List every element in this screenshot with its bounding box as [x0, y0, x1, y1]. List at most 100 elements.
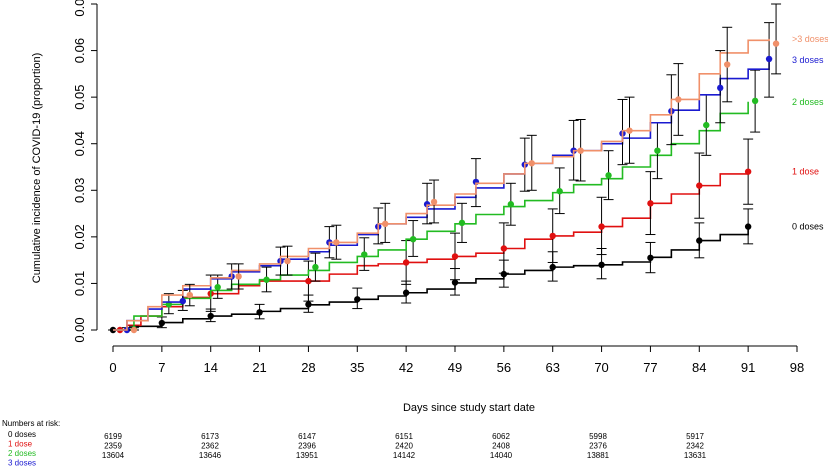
data-point [549, 232, 556, 240]
data-point [772, 40, 780, 47]
x-axis-label: Days since study start date [403, 402, 535, 414]
data-point [430, 198, 438, 206]
x-tick-label: 77 [643, 360, 657, 375]
data-point [556, 188, 563, 195]
risk-table: Numbers at risk: 0 doses 6199 6173 6147 6151… [2, 419, 707, 468]
y-tick-label: 0.00 [72, 317, 87, 342]
data-point [751, 97, 759, 105]
data-point [179, 297, 186, 305]
y-tick-label: 0.07 [72, 0, 87, 17]
series-3-doses [113, 22, 775, 334]
risk-cell: 13951 [296, 451, 319, 460]
data-point [724, 61, 731, 68]
risk-row-label: 0 doses [8, 430, 36, 439]
data-point [605, 172, 612, 179]
risk-cell: 14040 [490, 451, 513, 460]
data-point [696, 237, 703, 244]
y-tick-label: 0.04 [72, 131, 87, 156]
series-label: 3 doses [792, 55, 824, 65]
data-point [382, 220, 389, 228]
risk-cell: 2408 [492, 442, 510, 451]
data-point [207, 312, 214, 320]
data-point [500, 245, 508, 252]
data-point [577, 147, 584, 154]
x-tick-label: 70 [594, 360, 608, 375]
data-point [305, 277, 312, 285]
y-tick-label: 0.01 [72, 271, 87, 296]
data-point [717, 84, 724, 92]
data-point [354, 296, 361, 303]
y-tick-label: 0.03 [72, 178, 87, 203]
data-point [402, 289, 410, 296]
series-label: 0 doses [792, 222, 824, 232]
data-point [703, 121, 710, 129]
series-line [113, 38, 770, 331]
data-point [130, 326, 138, 334]
x-tick-label: 14 [203, 360, 217, 375]
risk-cell: 2359 [104, 442, 122, 451]
data-point [647, 254, 654, 262]
risk-cell: 6199 [104, 432, 122, 441]
data-point [647, 200, 654, 207]
data-point [626, 127, 633, 134]
x-tick-label: 49 [448, 360, 462, 375]
data-point [744, 223, 752, 230]
y-tick-label: 0.05 [72, 84, 87, 109]
risk-cell: 2376 [589, 442, 607, 451]
data-point [305, 301, 312, 308]
label-layer: 0 doses 1 dose 2 doses 3 doses >3 doses [792, 34, 828, 232]
data-point [765, 55, 773, 63]
data-point [284, 257, 291, 265]
series-2-doses [113, 69, 761, 333]
y-axis-label: Cumulative incidence of COVID-19 (propor… [31, 53, 43, 284]
risk-cell: 6151 [395, 432, 413, 441]
x-tick-label: 7 [158, 360, 165, 375]
data-point [361, 251, 368, 258]
risk-cell: 6147 [298, 432, 316, 441]
data-point [549, 263, 556, 271]
risk-row-label: 1 dose [8, 440, 33, 449]
series-label: >3 doses [792, 34, 828, 44]
x-tick-label: 0 [109, 360, 116, 375]
data-point [598, 261, 605, 268]
data-point [744, 168, 752, 175]
axis-layer: 0.00 0.01 0.02 0.03 0.04 0.05 0.06 0.07 0 7 14 21 28… [72, 0, 804, 375]
x-tick-label: 28 [301, 360, 315, 375]
data-point [458, 219, 466, 227]
y-tick-label: 0.06 [72, 38, 87, 63]
risk-cell: 2362 [201, 442, 219, 451]
risk-cell: 13881 [587, 451, 610, 460]
data-point [333, 239, 340, 246]
series-0-doses [108, 208, 754, 334]
risk-cell: 14142 [393, 451, 416, 460]
series-line [113, 101, 749, 331]
x-tick-label: 42 [399, 360, 413, 375]
risk-row-label: 3 doses [8, 459, 36, 468]
x-tick-label: 91 [741, 360, 755, 375]
series-label: 2 doses [792, 97, 824, 107]
x-tick-label: 21 [252, 360, 266, 375]
risk-cell: 6062 [492, 432, 510, 441]
risk-cell: 2342 [686, 442, 704, 451]
risk-cell: 5998 [589, 432, 607, 441]
risk-cell: 2420 [395, 442, 413, 451]
data-point [451, 253, 459, 260]
x-tick-label: 84 [692, 360, 706, 375]
x-tick-label: 35 [350, 360, 364, 375]
risk-cell: 13631 [684, 451, 707, 460]
risk-cell: 2396 [298, 442, 316, 451]
data-point [256, 309, 263, 316]
risk-cell: 6173 [201, 432, 219, 441]
risk-row-label: 2 doses [8, 449, 36, 458]
y-tick-label: 0.02 [72, 224, 87, 249]
data-point [409, 235, 417, 243]
data-point [263, 276, 270, 283]
data-point [186, 291, 193, 299]
data-point [312, 263, 319, 271]
data-point [402, 259, 410, 266]
data-point [214, 283, 221, 291]
series-label: 1 dose [792, 167, 819, 177]
data-point [598, 223, 605, 230]
series-layer [108, 3, 782, 334]
